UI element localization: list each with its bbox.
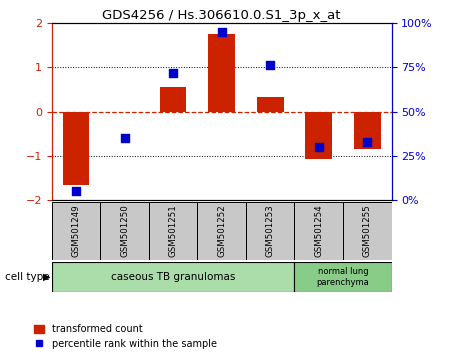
- Text: ▶: ▶: [43, 272, 51, 282]
- Bar: [294, 202, 343, 260]
- Point: [72, 188, 80, 194]
- Point: [266, 63, 274, 68]
- Bar: [149, 202, 198, 260]
- Bar: [208, 34, 235, 112]
- Point: [364, 139, 371, 144]
- Text: GSM501249: GSM501249: [72, 205, 81, 257]
- Bar: [100, 202, 149, 260]
- Bar: [343, 202, 392, 260]
- Point: [315, 144, 322, 150]
- Point: [121, 135, 128, 141]
- Text: normal lung
parenchyma: normal lung parenchyma: [317, 267, 369, 287]
- Bar: [52, 202, 100, 260]
- Bar: [306, 112, 332, 159]
- Bar: [354, 112, 381, 149]
- Text: GSM501255: GSM501255: [363, 205, 372, 257]
- Bar: [246, 202, 294, 260]
- Text: caseous TB granulomas: caseous TB granulomas: [111, 272, 235, 282]
- Bar: [198, 202, 246, 260]
- Bar: [52, 262, 294, 292]
- Legend: transformed count, percentile rank within the sample: transformed count, percentile rank withi…: [34, 324, 216, 349]
- Bar: [111, 112, 138, 113]
- Text: GSM501254: GSM501254: [314, 205, 323, 257]
- Bar: [294, 262, 392, 292]
- Bar: [63, 112, 90, 184]
- Point: [218, 29, 225, 35]
- Bar: [257, 97, 284, 112]
- Text: GSM501251: GSM501251: [169, 205, 178, 257]
- Text: GSM501253: GSM501253: [266, 205, 274, 257]
- Text: GSM501252: GSM501252: [217, 205, 226, 257]
- Title: GDS4256 / Hs.306610.0.S1_3p_x_at: GDS4256 / Hs.306610.0.S1_3p_x_at: [103, 9, 341, 22]
- Text: GSM501250: GSM501250: [120, 205, 129, 257]
- Bar: [160, 87, 186, 112]
- Text: cell type: cell type: [5, 272, 50, 282]
- Point: [170, 70, 177, 75]
